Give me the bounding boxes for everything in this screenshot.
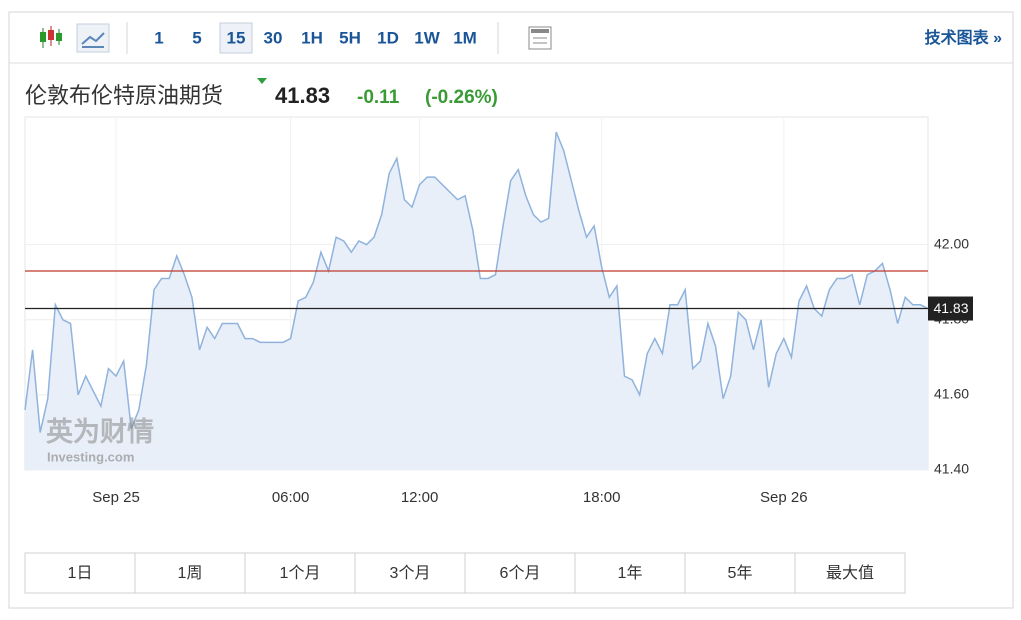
x-tick-label: Sep 25 xyxy=(92,489,140,506)
line-icon[interactable] xyxy=(76,23,110,53)
x-tick-label: 06:00 xyxy=(272,489,310,506)
range-button[interactable]: 1个月 xyxy=(244,552,356,594)
range-button-box xyxy=(134,552,246,594)
instrument-name: 伦敦布伦特原油期货 xyxy=(25,83,223,108)
watermark-site: Investing.com xyxy=(47,449,134,464)
last-price-box xyxy=(928,296,973,321)
range-button-label[interactable]: 6个月 xyxy=(500,564,541,582)
last-price-label: 41.83 xyxy=(933,300,968,316)
watermark-logo: 英为财情 xyxy=(46,417,154,447)
range-button-box xyxy=(574,552,686,594)
x-tick-label: 18:00 xyxy=(583,489,621,506)
y-tick-label: 42.00 xyxy=(934,235,969,251)
range-button-label[interactable]: 最大值 xyxy=(826,564,874,582)
range-button[interactable]: 3个月 xyxy=(354,552,466,594)
interval-button[interactable]: 1W xyxy=(414,28,440,47)
range-button[interactable]: 最大值 xyxy=(794,552,906,594)
range-button-box xyxy=(794,552,906,594)
icon-stroke xyxy=(56,33,62,41)
x-tick-label: 12:00 xyxy=(401,489,439,506)
interval-button[interactable]: 5 xyxy=(192,28,201,47)
range-button-box xyxy=(684,552,796,594)
range-button-label[interactable]: 1日 xyxy=(68,565,93,582)
interval-button[interactable]: 1H xyxy=(301,28,323,47)
range-button[interactable]: 5年 xyxy=(684,552,796,594)
change-percent: (-0.26%) xyxy=(425,87,498,108)
candle-icon[interactable] xyxy=(40,26,62,48)
x-tick-label: Sep 26 xyxy=(760,489,808,506)
down-arrow xyxy=(257,78,267,84)
range-button[interactable]: 1年 xyxy=(574,552,686,594)
price: 41.83 xyxy=(275,83,330,108)
interval-button[interactable]: 5H xyxy=(339,28,361,47)
range-button-label[interactable]: 1年 xyxy=(618,564,643,582)
range-button[interactable]: 6个月 xyxy=(464,552,576,594)
interval-button[interactable]: 1D xyxy=(377,28,399,47)
watermark: 英为财情 Investing.com xyxy=(46,417,154,464)
interval-button[interactable]: 1 xyxy=(154,28,163,47)
y-tick-label: 41.40 xyxy=(934,461,969,477)
range-button-label[interactable]: 5年 xyxy=(728,564,753,582)
range-button[interactable]: 1周 xyxy=(134,552,246,594)
change: -0.11 xyxy=(357,87,400,108)
price-line xyxy=(24,131,929,433)
interval-button[interactable]: 30 xyxy=(264,28,283,47)
selected-interval xyxy=(219,22,253,54)
table-icon[interactable] xyxy=(528,26,552,50)
range-button-box xyxy=(24,552,136,594)
icon-stroke xyxy=(81,32,105,45)
y-tick-label: 41.60 xyxy=(934,386,969,402)
icon-stroke xyxy=(40,32,46,42)
tech-chart-link[interactable]: 技术图表 » xyxy=(925,28,1002,47)
range-button-label[interactable]: 1周 xyxy=(178,565,203,582)
icon-stroke xyxy=(48,30,54,40)
area-fill xyxy=(25,132,928,470)
range-button-box xyxy=(244,552,356,594)
icon-stroke xyxy=(531,29,549,33)
range-button[interactable]: 1日 xyxy=(24,552,136,594)
interval-button[interactable]: 1M xyxy=(453,28,477,47)
interval-button[interactable]: 15 xyxy=(227,28,246,47)
range-button-label[interactable]: 3个月 xyxy=(390,564,431,582)
range-button-label[interactable]: 1个月 xyxy=(280,564,321,582)
